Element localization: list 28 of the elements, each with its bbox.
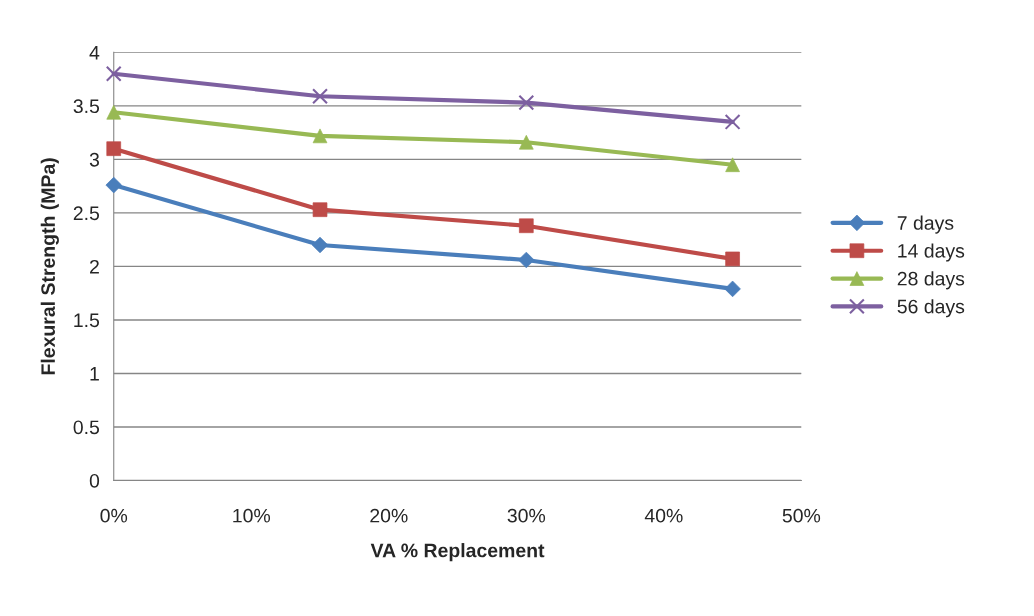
x-axis-title: VA % Replacement	[370, 543, 545, 562]
legend-label: 14 days	[898, 243, 965, 262]
point	[724, 113, 741, 130]
y-axis-title: Flexural Strength (MPa)	[40, 158, 59, 375]
legend-label: 28 days	[897, 271, 965, 290]
y-tick-label: 2.5	[73, 206, 100, 221]
legend-label: 56 days	[897, 299, 965, 318]
x-tick-label: 10%	[233, 508, 271, 523]
y-tick-label: 4	[89, 46, 100, 60]
point	[312, 88, 329, 105]
point	[519, 218, 534, 234]
point	[106, 141, 122, 156]
y-tick-label: 2	[90, 259, 99, 274]
y-tick-label: 3.5	[73, 99, 100, 114]
point	[518, 94, 535, 111]
x-tick-label: 40%	[644, 508, 683, 523]
x-tick-label: 50%	[782, 508, 821, 523]
x-tick-label: 0%	[100, 508, 128, 523]
y-tick-label: 1.5	[74, 313, 100, 328]
x-tick-label: 20%	[370, 508, 408, 523]
x-tick-label: 30%	[507, 508, 546, 523]
y-tick-label: 1	[90, 367, 99, 381]
point	[724, 280, 741, 298]
y-tick-label: 0	[89, 473, 100, 488]
y-tick-label: 3	[89, 152, 99, 167]
point	[105, 65, 122, 82]
legend-label: 7 days	[897, 215, 954, 234]
y-tick-label: 0.5	[73, 420, 100, 435]
